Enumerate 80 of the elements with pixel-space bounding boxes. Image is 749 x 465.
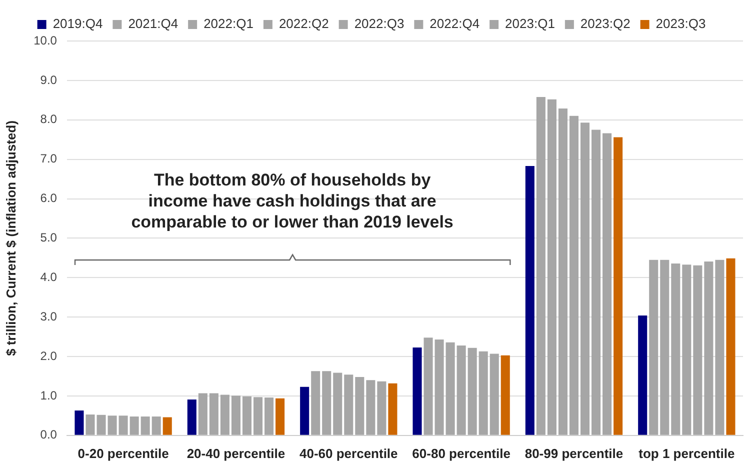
bar [456, 345, 466, 435]
bar [569, 116, 579, 435]
bar [300, 386, 310, 435]
bar [187, 400, 196, 435]
bar [74, 410, 84, 435]
bar [693, 265, 702, 435]
bar [322, 371, 332, 435]
x-tick-label: 40-60 percentile [300, 446, 398, 461]
x-tick-label: 0-20 percentile [78, 446, 169, 461]
y-tick-label: 4.0 [40, 270, 58, 284]
legend-label: 2023:Q2 [580, 16, 630, 32]
x-tick-label: 20-40 percentile [186, 446, 286, 461]
y-tick-label: 1.0 [40, 388, 58, 402]
bar [434, 340, 444, 435]
bar [558, 108, 568, 435]
bar [344, 374, 354, 435]
bar [366, 380, 376, 435]
y-axis-title: $ trillion, Current $ (inflation adjusted) [3, 120, 18, 356]
y-tick-label: 0.0 [40, 428, 58, 442]
bar [108, 416, 117, 435]
bar [220, 394, 230, 435]
bar [726, 258, 736, 435]
bar [388, 383, 398, 435]
legend-label: 2022:Q4 [430, 16, 480, 32]
bar [660, 260, 670, 435]
bar [500, 355, 510, 435]
bar [671, 263, 680, 435]
y-tick-label: 3.0 [40, 309, 58, 324]
bar [412, 347, 422, 435]
bar [231, 396, 240, 435]
y-tick-label: 8.0 [40, 112, 58, 126]
annotation: The bottom 80% of households by income have cash holdings that are comparable to or lower than 2019 levels [131, 170, 454, 232]
bar [209, 393, 218, 435]
y-tick-label: 9.0 [40, 72, 58, 87]
x-tick-label: 80-99 percentile [524, 446, 624, 461]
y-tick-label: 7.0 [40, 152, 58, 166]
bar [682, 264, 692, 435]
x-tick-label: 60-80 percentile [412, 446, 510, 461]
bar [311, 371, 320, 435]
x-tick-label: top 1 percentile [638, 446, 735, 461]
bar [424, 338, 433, 435]
bar [152, 416, 161, 435]
bar [536, 97, 546, 435]
bar [355, 377, 364, 435]
bar [468, 348, 477, 435]
bar [649, 260, 658, 435]
bar [140, 416, 150, 435]
bar [490, 354, 499, 435]
bar [198, 393, 208, 435]
bar [478, 351, 488, 435]
y-tick-label: 10.0 [34, 33, 58, 48]
legend-label: 2022:Q1 [204, 16, 254, 32]
bar [592, 130, 601, 435]
bar [715, 260, 724, 435]
legend-label: 2023:Q3 [656, 16, 706, 32]
y-tick-label: 5.0 [40, 230, 58, 245]
legend-label: 2019:Q4 [52, 16, 103, 32]
bar [638, 316, 648, 435]
bar [614, 137, 623, 435]
legend-label: 2023:Q1 [505, 16, 555, 32]
bar [130, 416, 139, 435]
legend-label: 2022:Q2 [278, 16, 329, 32]
bar [118, 416, 128, 435]
bar [333, 372, 342, 435]
bar [276, 398, 285, 435]
bar [162, 417, 172, 435]
bar [602, 133, 612, 435]
bar [525, 166, 534, 435]
bar [264, 398, 274, 435]
bar [547, 99, 556, 435]
legend-label: 2022:Q3 [354, 16, 404, 32]
legend-label: 2021:Q4 [128, 16, 178, 32]
y-tick-label: 6.0 [40, 191, 58, 206]
bar [580, 122, 590, 435]
y-tick-label: 2.0 [40, 348, 58, 363]
bar [377, 381, 386, 435]
bar [446, 342, 455, 435]
bar [704, 261, 714, 435]
bar [242, 396, 252, 435]
bar [253, 397, 263, 435]
